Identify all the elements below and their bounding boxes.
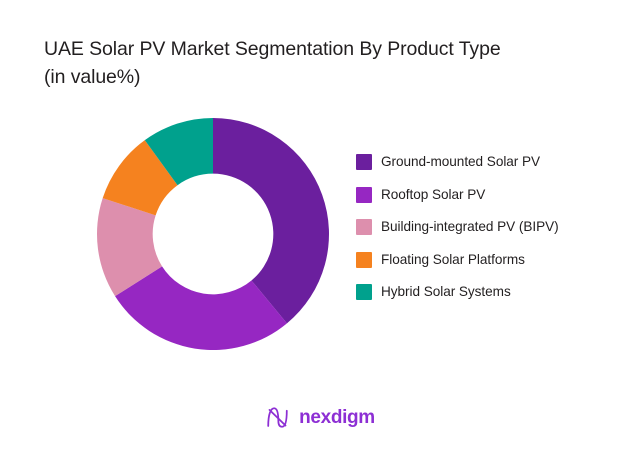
legend-color-swatch xyxy=(356,154,372,171)
legend-item[interactable]: Building-integrated PV (BIPV) xyxy=(356,211,626,244)
legend-label: Hybrid Solar Systems xyxy=(381,284,511,300)
legend-item[interactable]: Floating Solar Platforms xyxy=(356,244,626,277)
donut-slice[interactable]: Hybrid Solar Systems: 10% xyxy=(144,118,213,186)
donut-chart-svg: Ground-mounted Solar PV: 39%Rooftop Sola… xyxy=(97,118,329,350)
donut-slice[interactable]: Floating Solar Platforms: 10% xyxy=(102,140,178,216)
legend-label: Ground-mounted Solar PV xyxy=(381,154,541,170)
legend-color-swatch xyxy=(356,186,372,203)
legend-label: Rooftop Solar PV xyxy=(381,186,486,202)
legend-label: Floating Solar Platforms xyxy=(381,251,525,267)
legend-label: Building-integrated PV (BIPV) xyxy=(381,219,559,235)
donut-slice-group: Ground-mounted Solar PV: 39%Rooftop Sola… xyxy=(97,118,329,350)
legend-color-swatch xyxy=(356,251,372,268)
brand-logo: nexdigm xyxy=(0,404,639,431)
donut-slice[interactable]: Building-integrated PV (BIPV): 14% xyxy=(97,198,163,297)
legend-color-swatch xyxy=(356,219,372,236)
donut-chart: Ground-mounted Solar PV: 39%Rooftop Sola… xyxy=(97,118,329,350)
donut-slice[interactable]: Ground-mounted Solar PV: 39% xyxy=(213,118,329,324)
legend-item[interactable]: Ground-mounted Solar PV xyxy=(356,146,626,179)
brand-name: nexdigm xyxy=(299,407,375,428)
page-title: UAE Solar PV Market Segmentation By Prod… xyxy=(44,38,501,88)
nexdigm-wave-icon xyxy=(267,407,288,428)
legend-color-swatch xyxy=(356,284,372,301)
legend-item[interactable]: Rooftop Solar PV xyxy=(356,179,626,212)
legend-item[interactable]: Hybrid Solar Systems xyxy=(356,276,626,309)
donut-slice[interactable]: Rooftop Solar PV: 27% xyxy=(115,266,287,350)
chart-legend: Ground-mounted Solar PV Rooftop Solar PV B… xyxy=(356,146,626,309)
